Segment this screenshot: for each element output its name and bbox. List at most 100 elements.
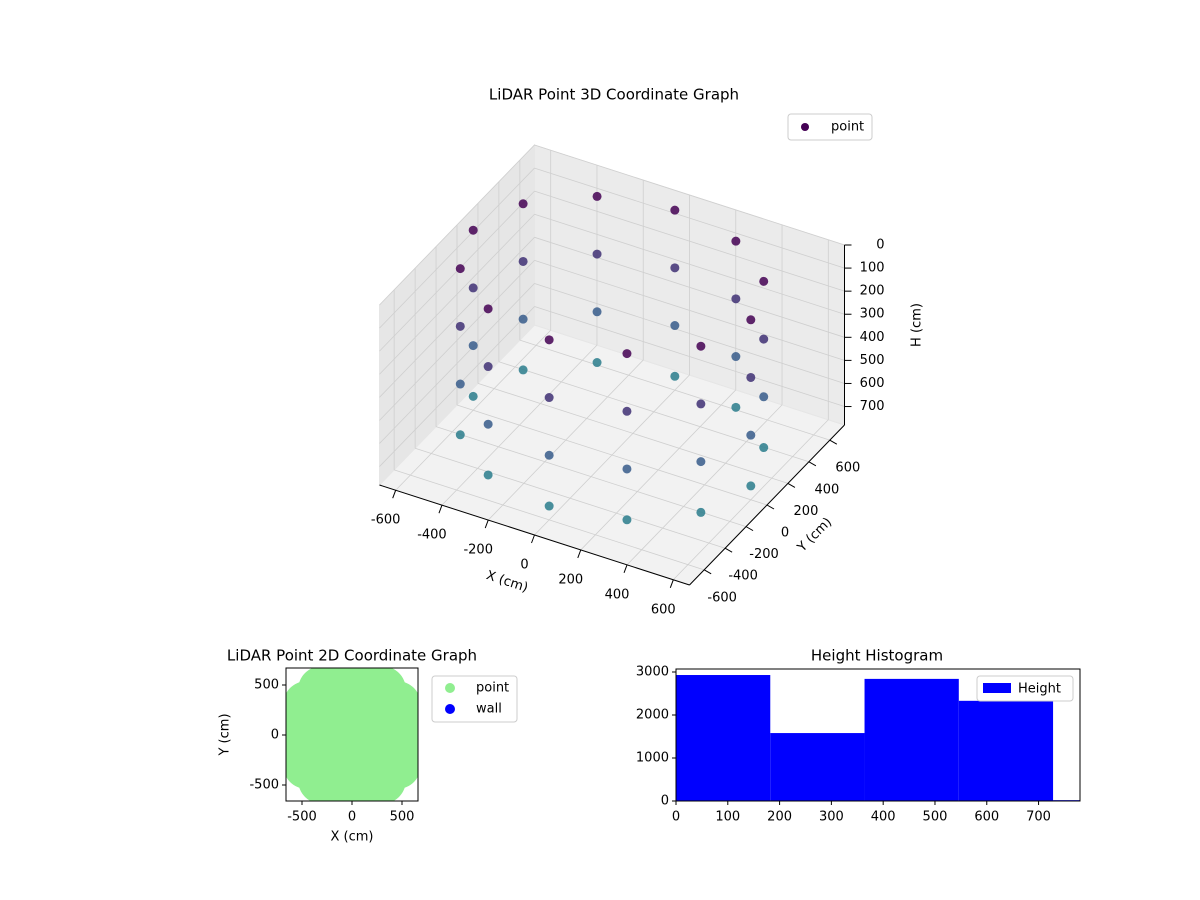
x-tick-label: 300 xyxy=(819,810,844,825)
x-tick-label: 400 xyxy=(605,587,630,602)
grid-line xyxy=(379,283,535,444)
point xyxy=(696,399,706,409)
tick-mark xyxy=(577,549,582,559)
legend-label: point xyxy=(831,120,864,135)
point xyxy=(468,283,478,293)
y-tick-label: 200 xyxy=(794,504,819,519)
tick-mark xyxy=(703,569,712,575)
grid-line xyxy=(456,404,768,506)
point xyxy=(468,341,478,351)
y-tick-label: 1000 xyxy=(636,751,669,766)
legend-label: Height xyxy=(1018,682,1061,697)
point xyxy=(731,294,741,304)
point xyxy=(348,731,396,779)
point xyxy=(746,315,756,325)
x-tick-label: 0 xyxy=(520,558,528,573)
point xyxy=(622,349,632,359)
grid-line xyxy=(394,469,705,571)
x-tick-label: -500 xyxy=(287,810,317,825)
grid-line xyxy=(379,237,535,398)
tick-mark xyxy=(724,547,733,553)
plot-area xyxy=(286,668,418,801)
point xyxy=(348,691,396,739)
z-tick-label: 0 xyxy=(876,238,884,253)
grid-line xyxy=(534,260,845,361)
tick-mark xyxy=(623,564,628,574)
point xyxy=(746,372,756,382)
grid-line xyxy=(534,167,845,269)
tick-mark xyxy=(808,461,817,467)
x-tick-label: 500 xyxy=(923,810,948,825)
z-tick-label: 400 xyxy=(860,330,885,345)
grid-line xyxy=(534,190,845,292)
y-tick-label: 3000 xyxy=(636,665,669,680)
z-tick-label: 200 xyxy=(860,284,885,299)
x-axis-line xyxy=(379,484,690,586)
point xyxy=(746,481,756,491)
point xyxy=(544,393,554,403)
y-tick-label: 2000 xyxy=(636,708,669,723)
x-tick-label: 600 xyxy=(651,602,676,617)
legend-marker xyxy=(801,123,809,131)
grid-line xyxy=(534,236,845,338)
bar xyxy=(958,700,1054,801)
x-tick-label: -600 xyxy=(371,513,401,528)
legend-box xyxy=(787,113,873,141)
grid-line xyxy=(379,144,535,306)
legend-marker xyxy=(983,683,1011,693)
point xyxy=(670,205,680,215)
point xyxy=(592,307,602,317)
point xyxy=(592,249,602,259)
point xyxy=(759,334,769,344)
point xyxy=(483,470,493,480)
point xyxy=(455,264,465,274)
legend-label: point xyxy=(476,681,509,696)
point xyxy=(455,379,465,389)
x-tick-label: 500 xyxy=(390,810,415,825)
point xyxy=(483,362,493,372)
z-tick-label: 600 xyxy=(860,376,885,391)
grid-line xyxy=(477,382,789,484)
y-tick-label: -200 xyxy=(749,547,779,562)
grid-line xyxy=(534,144,845,246)
point xyxy=(544,335,554,345)
point xyxy=(518,256,528,266)
point xyxy=(759,392,769,402)
y-axis-label: Y (cm) xyxy=(218,713,233,756)
legend-label: wall xyxy=(476,702,502,717)
point xyxy=(696,457,706,467)
grid-line xyxy=(379,260,535,421)
grid-line xyxy=(414,447,726,549)
z-tick-label: 300 xyxy=(860,307,885,322)
point xyxy=(592,358,602,368)
tick-mark xyxy=(484,519,489,529)
tick-mark xyxy=(829,439,838,445)
point xyxy=(746,430,756,440)
legend-box xyxy=(976,675,1074,702)
grid-line xyxy=(498,361,810,463)
x-tick-label: 400 xyxy=(871,810,896,825)
plot-area xyxy=(676,675,1080,801)
point xyxy=(518,314,528,324)
point xyxy=(622,406,632,416)
point xyxy=(455,321,465,331)
point xyxy=(731,236,741,246)
grid-line xyxy=(519,339,830,441)
point xyxy=(518,199,528,209)
point xyxy=(468,225,478,235)
grid-line xyxy=(379,167,535,329)
y-tick-label: 0 xyxy=(661,794,669,809)
tick-mark xyxy=(438,504,443,514)
y-tick-label: -500 xyxy=(249,778,279,793)
x-tick-label: -200 xyxy=(463,543,493,558)
x-tick-label: 0 xyxy=(348,810,356,825)
x-tick-label: 0 xyxy=(672,810,680,825)
tick-mark xyxy=(787,482,796,488)
tick-mark xyxy=(531,534,535,544)
point xyxy=(455,430,465,440)
x-axis-label: X (cm) xyxy=(331,830,374,845)
point xyxy=(759,276,769,286)
point xyxy=(518,365,528,375)
point xyxy=(544,501,554,511)
